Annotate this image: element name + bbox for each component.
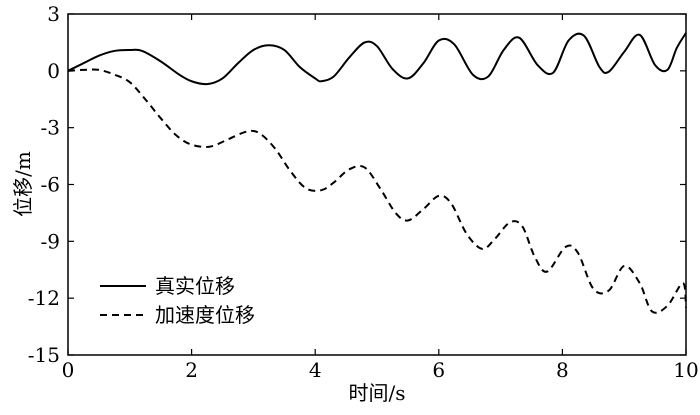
y-axis-title: 位移/m [11, 151, 35, 217]
plot-frame [67, 13, 687, 356]
x-tick-label: 0 [62, 358, 75, 382]
series-line-1 [67, 68, 687, 314]
y-tick-label: -6 [41, 173, 60, 197]
x-tick-label: 8 [556, 358, 569, 382]
x-tick-label: 6 [432, 358, 445, 382]
y-tick-label: -12 [28, 286, 60, 310]
x-tick-label: 10 [673, 358, 698, 382]
ticks-layer: 0 2 4 6 8 10 3 0 -3 -6 -9 -12 -15 [28, 2, 699, 382]
x-tick-label: 4 [309, 358, 322, 382]
y-tick-label: -15 [28, 343, 60, 367]
y-tick-label: -9 [41, 229, 60, 253]
series-layer [67, 32, 687, 314]
x-axis-title: 时间/s [348, 381, 405, 405]
x-tick-label: 2 [185, 358, 198, 382]
y-tick-label: 0 [47, 59, 60, 83]
legend-label-true-displacement: 真实位移 [155, 274, 235, 298]
y-tick-label: 3 [47, 2, 60, 26]
legend: 真实位移 加速度位移 [100, 274, 255, 327]
legend-label-acceleration-displacement: 加速度位移 [155, 303, 255, 327]
series-line-0 [67, 32, 687, 86]
y-tick-label: -3 [41, 116, 60, 140]
